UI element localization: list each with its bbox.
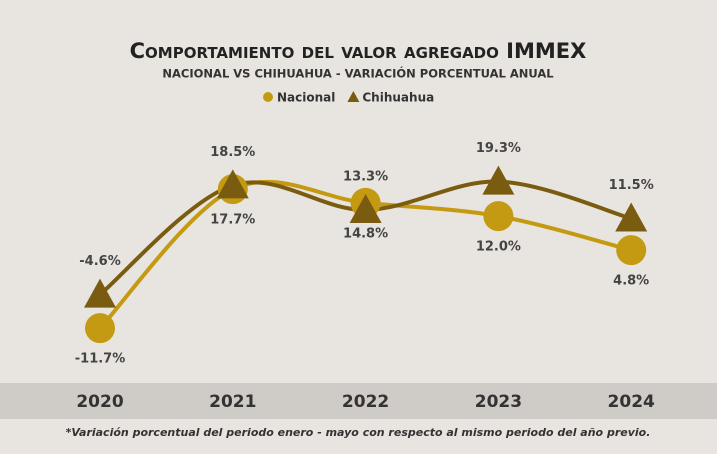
point-marker xyxy=(615,202,648,232)
legend-label: Chihuahua xyxy=(362,91,434,105)
point-marker xyxy=(483,201,514,232)
x-tick-label: 2021 xyxy=(209,392,256,412)
data-label: 13.3% xyxy=(343,169,388,184)
x-tick-label: 2022 xyxy=(342,392,389,412)
point-marker xyxy=(216,169,249,199)
chart-subtitle: NACIONAL VS CHIHUAHUA - VARIACIÓN PORCEN… xyxy=(162,66,554,81)
x-tick-label: 2020 xyxy=(76,392,123,412)
data-label: -11.7% xyxy=(75,352,126,367)
point-marker xyxy=(616,235,647,266)
data-label: 19.3% xyxy=(476,141,521,156)
point-marker xyxy=(349,193,382,223)
point-marker xyxy=(84,278,116,308)
data-label: 17.7% xyxy=(210,213,255,228)
footnote: *Variación porcentual del periodo enero … xyxy=(66,426,651,439)
legend-label: Nacional xyxy=(277,91,335,105)
data-label: 11.5% xyxy=(609,178,654,193)
x-tick-label: 2023 xyxy=(475,392,522,412)
legend-marker xyxy=(263,92,273,102)
data-label: 4.8% xyxy=(613,274,649,289)
data-label: 18.5% xyxy=(210,145,255,160)
point-marker xyxy=(85,313,115,344)
x-tick-label: 2024 xyxy=(608,392,655,412)
data-label: 12.0% xyxy=(476,240,521,255)
chart-title: Comportamiento del valor agregado IMMEX xyxy=(130,39,587,63)
point-marker xyxy=(482,165,515,195)
data-label: 14.8% xyxy=(343,226,388,241)
x-axis-band xyxy=(0,383,717,419)
data-label: -4.6% xyxy=(79,254,120,269)
legend-marker xyxy=(347,91,360,102)
